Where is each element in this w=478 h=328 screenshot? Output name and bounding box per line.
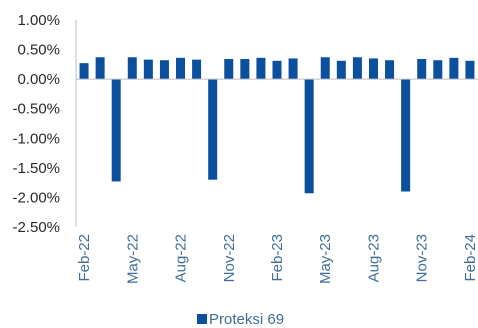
bar bbox=[79, 63, 89, 80]
bar bbox=[336, 60, 346, 80]
bar bbox=[401, 79, 411, 192]
x-tick-label: Feb-22 bbox=[76, 234, 93, 282]
legend-label: Proteksi 69 bbox=[209, 311, 284, 328]
bar bbox=[272, 60, 282, 80]
legend: Proteksi 69 bbox=[197, 311, 284, 328]
x-axis-tick-labels: Feb-22 May-22 Aug-22 Nov-22 Feb-23 May-23 Aug-… bbox=[76, 234, 478, 284]
legend-swatch bbox=[197, 314, 207, 324]
bar bbox=[465, 60, 475, 80]
bar bbox=[95, 57, 105, 80]
y-tick-label: 0.00% bbox=[17, 71, 60, 88]
x-tick-label: Feb-23 bbox=[269, 234, 286, 282]
y-axis-tick-labels: 1.00% 0.50% 0.00% -0.50% -1.00% -1.50% -2.00% -… bbox=[12, 12, 60, 236]
y-tick-label: -1.00% bbox=[12, 130, 60, 147]
bar bbox=[449, 57, 459, 80]
bar bbox=[143, 59, 153, 80]
y-tick-label: -2.00% bbox=[12, 189, 60, 206]
bar bbox=[208, 79, 218, 180]
y-tick-label: -1.50% bbox=[12, 160, 60, 177]
y-tick-label: 1.00% bbox=[17, 12, 60, 29]
bar bbox=[320, 57, 330, 80]
y-tick-label: -0.50% bbox=[12, 101, 60, 118]
bar bbox=[368, 58, 378, 80]
y-tick-label: 0.50% bbox=[17, 42, 60, 59]
bar bbox=[288, 58, 298, 80]
bar-series bbox=[79, 57, 475, 194]
bar bbox=[224, 59, 234, 80]
x-tick-label: Nov-23 bbox=[414, 234, 431, 282]
x-tick-label: Aug-23 bbox=[365, 234, 382, 282]
bar bbox=[127, 57, 137, 80]
bar bbox=[304, 79, 314, 194]
bar bbox=[176, 57, 186, 80]
bar bbox=[240, 59, 250, 80]
x-tick-label: May-22 bbox=[124, 234, 141, 284]
bar bbox=[433, 60, 443, 80]
bar bbox=[159, 60, 169, 80]
bar bbox=[111, 79, 121, 182]
bar bbox=[256, 57, 266, 80]
x-tick-label: Nov-22 bbox=[221, 234, 238, 282]
x-tick-label: Aug-22 bbox=[173, 234, 190, 282]
bar bbox=[192, 59, 202, 80]
x-tick-label: May-23 bbox=[317, 234, 334, 284]
y-tick-label: -2.50% bbox=[12, 219, 60, 236]
bar bbox=[352, 57, 362, 80]
x-tick-label: Feb-24 bbox=[462, 234, 478, 282]
bar bbox=[417, 59, 427, 80]
bar bbox=[385, 60, 395, 80]
